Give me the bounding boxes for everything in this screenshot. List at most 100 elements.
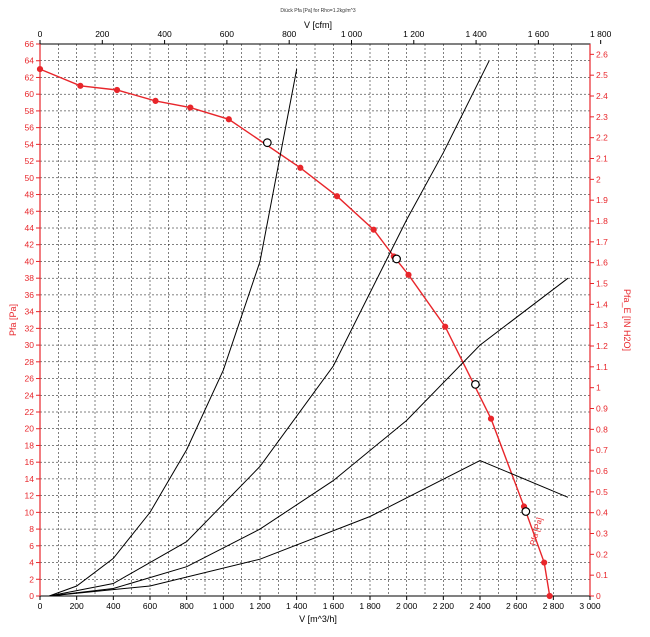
bottom-axis-tick-label: 600 (143, 601, 157, 611)
right-axis-tick-label: 0.5 (596, 487, 608, 497)
right-axis-tick-label: 0.9 (596, 404, 608, 414)
left-axis-tick-label: 18 (25, 440, 35, 450)
chart-points: Pfa [Pa] (36, 65, 553, 600)
right-axis-tick-label: 2 (596, 174, 601, 184)
fan-curve-point (405, 271, 412, 278)
bottom-axis-tick-label: 2 600 (506, 601, 528, 611)
right-axis-tick-label: 1.8 (596, 216, 608, 226)
fan-curve-point (36, 65, 44, 73)
left-axis-tick-label: 26 (25, 374, 35, 384)
left-axis-tick-label: 16 (25, 457, 35, 467)
right-axis-tick-label: 0.4 (596, 508, 608, 518)
system-curve-line (49, 69, 298, 597)
right-axis-tick-label: 2.5 (596, 70, 608, 80)
fan-curve-point (152, 97, 159, 104)
system-curve-line (49, 459, 569, 597)
fan-curve-point (113, 86, 121, 94)
left-axis-tick-label: 14 (25, 474, 35, 484)
left-axis-tick-label: 60 (25, 89, 35, 99)
bottom-axis-tick-label: 2 400 (469, 601, 491, 611)
left-axis-tick-label: 62 (25, 72, 35, 82)
bottom-axis-tick-label: 1 800 (359, 601, 381, 611)
fan-curve-point (333, 193, 341, 200)
operating-point (521, 507, 531, 516)
bottom-axis-tick-label: 200 (70, 601, 84, 611)
left-axis-tick-label: 56 (25, 123, 35, 133)
bottom-axis-tick-label: 400 (106, 601, 120, 611)
right-axis-tick-label: 1.9 (596, 195, 608, 205)
left-axis-tick-label: 52 (25, 156, 35, 166)
left-axis-tick-label: 48 (25, 190, 35, 200)
fan-curve-point (297, 164, 304, 171)
left-axis-tick-label: 40 (25, 256, 35, 266)
right-axis-tick-label: 2.2 (596, 133, 608, 143)
left-axis-tick-label: 36 (25, 290, 35, 300)
right-axis-tick-label: 1.4 (596, 299, 608, 309)
top-axis-tick-label: 600 (220, 29, 234, 39)
top-axis-tick-label: 0 (38, 29, 43, 39)
left-axis-tick-label: 30 (25, 340, 35, 350)
y-axis-left-label: Pfa [Pa] (8, 304, 18, 336)
bottom-axis-tick-label: 1 000 (213, 601, 235, 611)
chart-series (39, 60, 569, 597)
fan-curve-point (541, 559, 548, 566)
chart-ticks: 0246810121416182022242628303234363840424… (25, 29, 612, 611)
top-axis-tick-label: 1 600 (528, 29, 550, 39)
operating-point (471, 380, 480, 389)
left-axis-tick-label: 2 (29, 574, 34, 584)
left-axis-tick-label: 34 (25, 307, 35, 317)
left-axis-tick-label: 66 (25, 39, 35, 49)
bottom-axis-tick-label: 2 800 (543, 601, 565, 611)
operating-point (392, 254, 401, 264)
left-axis-tick-label: 22 (25, 407, 35, 417)
right-axis-tick-label: 2.6 (596, 49, 608, 59)
left-axis-tick-label: 42 (25, 240, 35, 250)
fan-curve-point (187, 104, 194, 111)
fan-curve-point (370, 226, 377, 233)
fan-curve-label: Pfa [Pa] (528, 517, 544, 547)
right-axis-tick-label: 0.8 (596, 424, 608, 434)
top-axis-tick-label: 200 (95, 29, 109, 39)
top-axis-tick-label: 1 400 (465, 29, 487, 39)
top-axis-tick-label: 800 (282, 29, 296, 39)
right-axis-tick-label: 1 (596, 383, 601, 393)
chart-title: Diück Pfa [Pa] for Rho=1.2kg/m^3 (280, 8, 356, 14)
left-axis-tick-label: 28 (25, 357, 35, 367)
left-axis-tick-label: 46 (25, 206, 35, 216)
fan-curve-point (487, 415, 495, 422)
fan-curve-point (442, 323, 449, 330)
bottom-axis-tick-label: 1 200 (249, 601, 271, 611)
right-axis-tick-label: 1.5 (596, 279, 608, 289)
right-axis-tick-label: 0.3 (596, 529, 608, 539)
right-axis-tick-label: 1.7 (596, 237, 608, 247)
top-axis-tick-label: 400 (158, 29, 172, 39)
left-axis-tick-label: 20 (25, 424, 35, 434)
fan-curve-point (77, 82, 84, 89)
fan-curve-point (225, 116, 232, 123)
right-axis-tick-label: 0 (596, 591, 601, 601)
right-axis-tick-label: 1.6 (596, 258, 608, 268)
left-axis-tick-label: 44 (25, 223, 35, 233)
right-axis-tick-label: 1.2 (596, 341, 608, 351)
left-axis-tick-label: 32 (25, 323, 35, 333)
left-axis-tick-label: 24 (25, 390, 35, 400)
left-axis-tick-label: 8 (29, 524, 34, 534)
right-axis-tick-label: 0.1 (596, 570, 608, 580)
right-axis-tick-label: 0.7 (596, 445, 608, 455)
fan-curve-point (546, 592, 553, 600)
bottom-axis-tick-label: 800 (180, 601, 194, 611)
left-axis-tick-label: 6 (29, 541, 34, 551)
left-axis-tick-label: 54 (25, 139, 35, 149)
left-axis-tick-label: 50 (25, 173, 35, 183)
operating-point (262, 138, 272, 148)
x-axis-bottom-label: V [m^3/h] (299, 614, 337, 624)
bottom-axis-tick-label: 0 (38, 601, 43, 611)
left-axis-tick-label: 38 (25, 273, 35, 283)
left-axis-tick-label: 10 (25, 507, 35, 517)
left-axis-tick-label: 4 (29, 558, 34, 568)
right-axis-tick-label: 2.1 (596, 154, 608, 164)
top-axis-tick-label: 1 000 (341, 29, 363, 39)
right-axis-tick-label: 2.4 (596, 91, 608, 101)
